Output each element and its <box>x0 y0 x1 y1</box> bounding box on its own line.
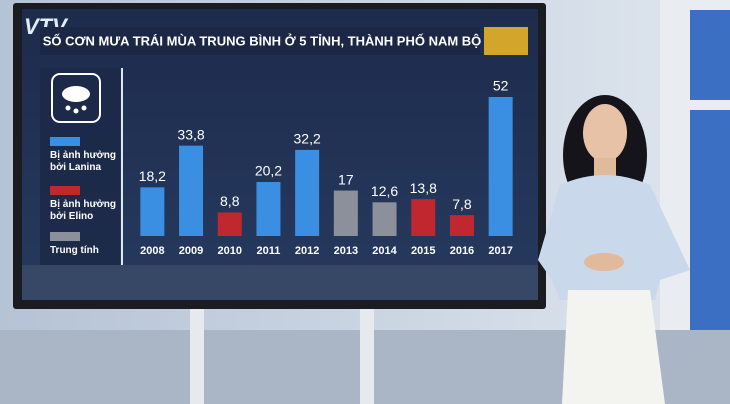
value-label: 17 <box>338 171 354 187</box>
value-label: 32,2 <box>294 131 321 147</box>
bar <box>411 199 436 236</box>
title-accent <box>484 27 528 55</box>
wall-screen <box>690 10 730 100</box>
x-tick-label: 2014 <box>372 245 397 257</box>
x-tick-label: 2010 <box>218 245 242 257</box>
wall-screen <box>690 110 730 360</box>
presenter-skirt <box>562 290 665 404</box>
chart-title: SỐ CƠN MƯA TRÁI MÙA TRUNG BÌNH Ở 5 TỈNH,… <box>43 33 482 48</box>
x-tick-label: 2015 <box>411 245 435 257</box>
rain-icon-drop <box>73 108 79 114</box>
screen-ground <box>22 265 538 300</box>
legend-swatch <box>50 137 80 146</box>
bar <box>449 215 474 236</box>
presenter-neck <box>594 158 616 178</box>
value-label: 12,6 <box>371 183 398 199</box>
bar <box>372 202 397 236</box>
bar <box>295 149 320 236</box>
legend-item: Trung tính <box>50 232 120 257</box>
plot: 18,2 2008 33,8 2009 8,8 2010 20,2 2011 32,2 2012 1… <box>139 78 513 257</box>
bar <box>217 212 242 236</box>
monitor-stand <box>190 305 204 404</box>
x-tick-label: 2008 <box>140 245 164 257</box>
rain-icon-frame <box>51 73 101 123</box>
rain-icon-drop <box>81 105 87 111</box>
legend-label: Bị ảnh hưởng bởi Lanina <box>50 150 117 173</box>
x-tick-label: 2013 <box>334 245 358 257</box>
value-label: 13,8 <box>410 180 437 196</box>
legend-swatch <box>50 186 80 195</box>
title-bar <box>40 27 480 55</box>
legend-label: Trung tính <box>50 245 99 256</box>
value-label: 8,8 <box>220 193 240 209</box>
legend-label: Bị ảnh hưởng bởi Elino <box>50 199 117 222</box>
x-tick-label: 2012 <box>295 245 319 257</box>
bar <box>179 145 204 236</box>
bar <box>256 182 281 236</box>
bar <box>333 190 358 236</box>
x-tick-label: 2009 <box>179 245 203 257</box>
presenter-hands <box>584 253 624 271</box>
presenter-blouse <box>538 175 690 300</box>
rain-icon-cloud <box>62 86 90 102</box>
bar <box>140 187 165 236</box>
x-tick-label: 2016 <box>450 245 474 257</box>
x-tick-label: 2011 <box>257 245 281 257</box>
legend-item: Bị ảnh hưởng bởi Lanina <box>50 137 120 174</box>
value-label: 52 <box>493 78 509 94</box>
x-tick-label: 2017 <box>488 245 512 257</box>
presenter-face <box>583 104 627 162</box>
value-label: 33,8 <box>177 126 204 142</box>
legend-swatch <box>50 232 80 241</box>
value-label: 18,2 <box>139 168 166 184</box>
value-label: 7,8 <box>452 196 472 212</box>
legend-item: Bị ảnh hưởng bởi Elino <box>50 186 120 223</box>
value-label: 20,2 <box>255 163 282 179</box>
monitor-stand <box>360 305 374 404</box>
bar <box>488 97 513 236</box>
rain-icon-drop <box>65 105 71 111</box>
